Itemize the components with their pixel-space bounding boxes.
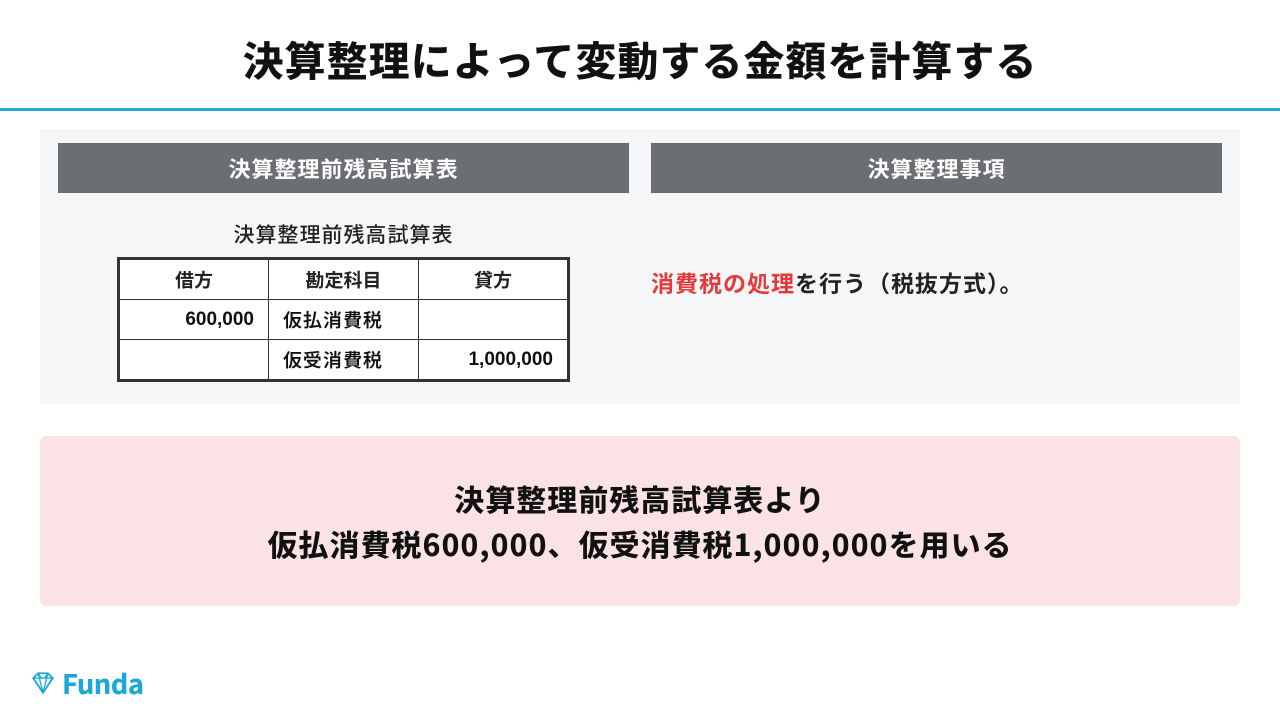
section-header-left: 決算整理前残高試算表 — [58, 143, 629, 193]
content-box: 決算整理前残高試算表 決算整理事項 決算整理前残高試算表 借方 勘定科目 貸方 — [40, 129, 1240, 404]
conclusion-box: 決算整理前残高試算表より 仮払消費税600,000、仮受消費税1,000,000… — [40, 436, 1240, 606]
adjustment-text: 消費税の処理を行う（税抜方式）。 — [651, 265, 1222, 299]
adjustment-rest: を行う（税抜方式）。 — [795, 265, 1024, 299]
adjustment-column: 消費税の処理を行う（税抜方式）。 — [651, 219, 1222, 299]
cell-debit — [119, 340, 269, 381]
col-header-debit: 借方 — [119, 259, 269, 300]
cell-account: 仮受消費税 — [269, 340, 419, 381]
trial-balance-table: 借方 勘定科目 貸方 600,000 仮払消費税 仮 — [117, 257, 570, 382]
content-columns: 決算整理前残高試算表 借方 勘定科目 貸方 600,000 仮払消費税 — [58, 219, 1222, 382]
trial-balance-title: 決算整理前残高試算表 — [234, 219, 454, 249]
cell-debit: 600,000 — [119, 300, 269, 340]
title-underline — [0, 108, 1280, 111]
cell-account: 仮払消費税 — [269, 300, 419, 340]
col-header-account: 勘定科目 — [269, 259, 419, 300]
cell-credit: 1,000,000 — [419, 340, 569, 381]
title-section: 決算整理によって変動する金額を計算する — [0, 0, 1280, 111]
col-header-credit: 貸方 — [419, 259, 569, 300]
conclusion-line-1: 決算整理前残高試算表より — [60, 476, 1220, 521]
adjustment-highlight: 消費税の処理 — [651, 265, 795, 299]
table-row: 仮受消費税 1,000,000 — [119, 340, 569, 381]
logo-text: Funda — [62, 663, 144, 702]
trial-balance-column: 決算整理前残高試算表 借方 勘定科目 貸方 600,000 仮払消費税 — [58, 219, 629, 382]
slide-container: 決算整理によって変動する金額を計算する 決算整理前残高試算表 決算整理事項 決算… — [0, 0, 1280, 720]
section-header-right: 決算整理事項 — [651, 143, 1222, 193]
table-row: 600,000 仮払消費税 — [119, 300, 569, 340]
section-headers-row: 決算整理前残高試算表 決算整理事項 — [58, 143, 1222, 193]
brand-logo: Funda — [30, 663, 144, 702]
conclusion-line-2: 仮払消費税600,000、仮受消費税1,000,000を用いる — [60, 521, 1220, 566]
diamond-icon — [30, 670, 56, 696]
table-header-row: 借方 勘定科目 貸方 — [119, 259, 569, 300]
slide-title: 決算整理によって変動する金額を計算する — [0, 28, 1280, 88]
cell-credit — [419, 300, 569, 340]
